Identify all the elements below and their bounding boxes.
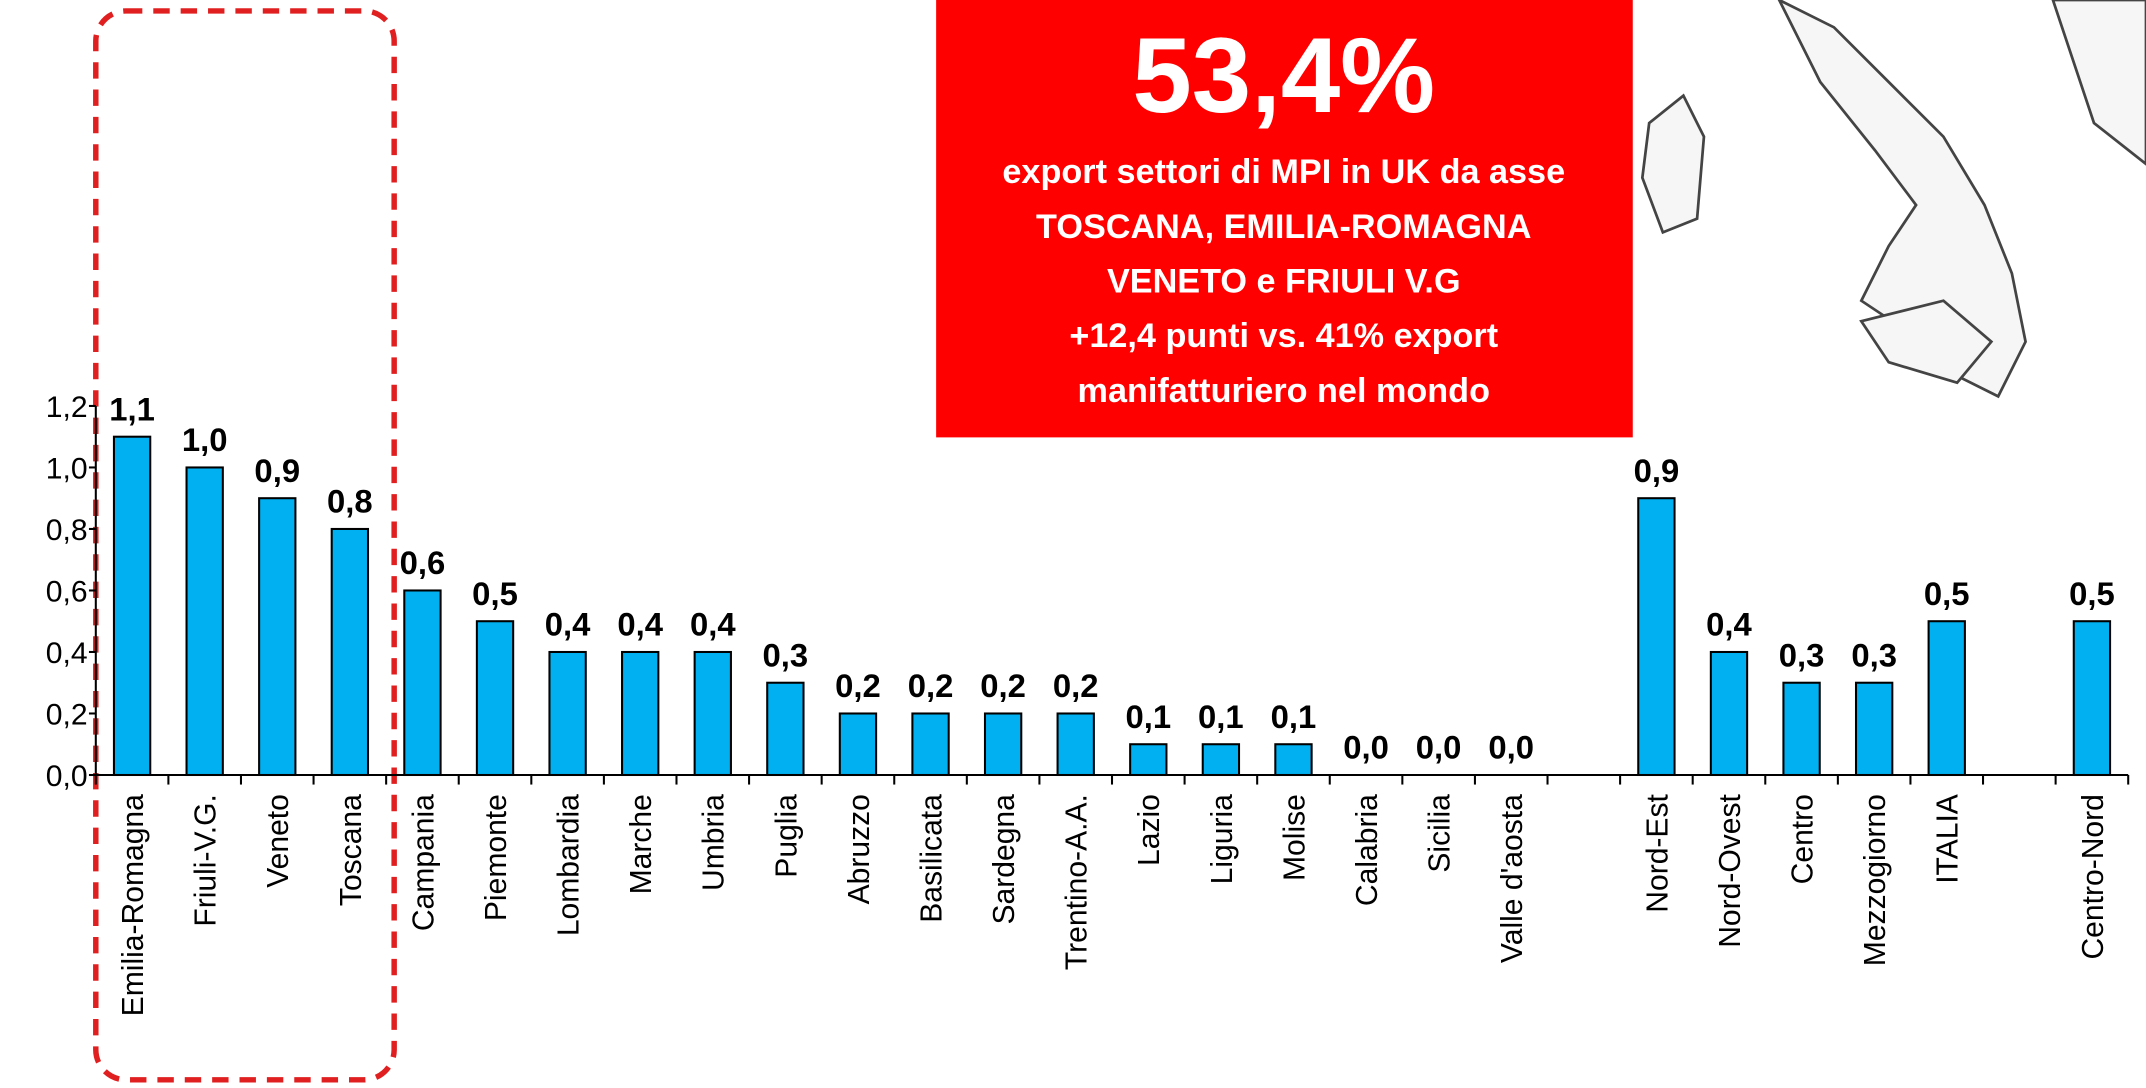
x-tick-label: ITALIA [1932,794,1965,884]
bar [2072,620,2112,777]
y-tick-label: 0,4 [46,637,88,670]
bar [185,466,224,777]
value-label: 0,2 [908,667,954,704]
value-label: 0,5 [472,575,518,612]
bar [1927,620,1966,777]
bar [1056,712,1095,777]
value-label: 0,3 [1779,636,1825,673]
bar [1854,681,1894,777]
x-tick-label: Puglia [770,794,803,878]
value-label: 0,2 [980,667,1026,704]
bar [403,589,442,777]
y-tick-label: 1,0 [46,452,88,485]
value-label: 0,4 [1706,606,1752,643]
value-label: 0,5 [1924,575,1970,612]
x-tick-label: Nord-Ovest [1714,794,1747,948]
bar [911,712,950,777]
y-tick-label: 1,2 [46,391,88,424]
value-label: 0,2 [1053,667,1099,704]
x-tick-label: Mezzogiorno [1859,794,1892,966]
x-tick-label: Lombardia [553,794,586,936]
highlight-frame [93,8,397,1083]
value-label: 0,3 [763,636,809,673]
bar [766,681,805,777]
value-label: 0,9 [254,452,300,489]
x-tick-label: Umbria [698,794,731,891]
y-tick-label: 0,0 [46,760,88,793]
x-tick-label: Campania [407,794,440,931]
map-region [2051,0,2146,166]
value-label: 0,9 [1634,452,1680,489]
x-tick-label: Emilia-Romagna [117,794,150,1016]
bar [258,497,297,777]
map-italy [1777,0,2027,399]
x-tick-label: Piemonte [480,794,513,921]
value-label: 1,0 [182,421,228,458]
y-tick-label: 0,6 [46,575,88,608]
bar [1637,497,1676,777]
x-tick-label: Molise [1278,794,1311,881]
value-label: 0,1 [1198,698,1244,735]
map-sardinia [1640,93,1706,235]
bar [983,712,1023,777]
value-label: 0,3 [1851,636,1897,673]
x-tick-label: Sardegna [988,794,1021,925]
x-tick-label: Veneto [262,794,295,888]
x-tick-label: Liguria [1206,794,1239,885]
x-tick-label: Centro [1787,794,1820,884]
annotation-line: manifatturiero nel mondo [1078,372,1490,410]
x-tick-label: Nord-Est [1641,793,1674,912]
value-label: 0,0 [1343,729,1389,766]
x-tick-label: Toscana [335,794,368,906]
bar [330,527,370,777]
x-tick-label: Basilicata [915,794,948,923]
value-label: 0,1 [1125,698,1171,735]
value-label: 0,6 [400,544,446,581]
value-label: 1,1 [109,390,155,427]
bar [475,620,515,777]
value-label: 0,0 [1488,729,1534,766]
bar [693,650,732,777]
x-tick-label: Lazio [1133,794,1166,866]
value-label: 0,4 [545,606,591,643]
value-label: 0,5 [2069,575,2115,612]
bar [1129,743,1168,777]
x-tick-label: Calabria [1351,794,1384,906]
value-label: 0,4 [690,606,736,643]
bar [1201,743,1241,777]
bar [838,712,878,777]
annotation-line: VENETO e FRIULI V.G [1107,263,1461,301]
value-label: 0,0 [1416,729,1462,766]
value-label: 0,8 [327,483,373,520]
x-tick-label: Valle d'aosta [1496,794,1529,963]
bar [621,650,660,777]
x-tick-label: Abruzzo [843,794,876,904]
annotation-box [936,0,1633,438]
bar [1782,681,1821,777]
x-tick-label: Centro-Nord [2077,794,2110,959]
bar [548,650,587,777]
annotation-headline: 53,4% [1132,15,1435,135]
x-tick-label: Marche [625,794,658,894]
map-sicily [1859,299,1994,385]
bar [112,435,152,777]
x-tick-label: Sicilia [1424,794,1457,873]
bar [1709,650,1749,777]
annotation-line: +12,4 punti vs. 41% export [1069,317,1498,355]
x-tick-label: Friuli-V.G. [190,794,223,927]
annotation-line: TOSCANA, EMILIA-ROMAGNA [1036,208,1531,246]
value-label: 0,1 [1271,698,1317,735]
y-tick-label: 0,2 [46,698,88,731]
x-tick-label: Trentino-A.A. [1061,794,1094,970]
bar [1274,743,1313,777]
annotation-line: export settori di MPI in UK da asse [1002,153,1565,191]
y-tick-label: 0,8 [46,514,88,547]
value-label: 0,4 [617,606,663,643]
value-label: 0,2 [835,667,881,704]
